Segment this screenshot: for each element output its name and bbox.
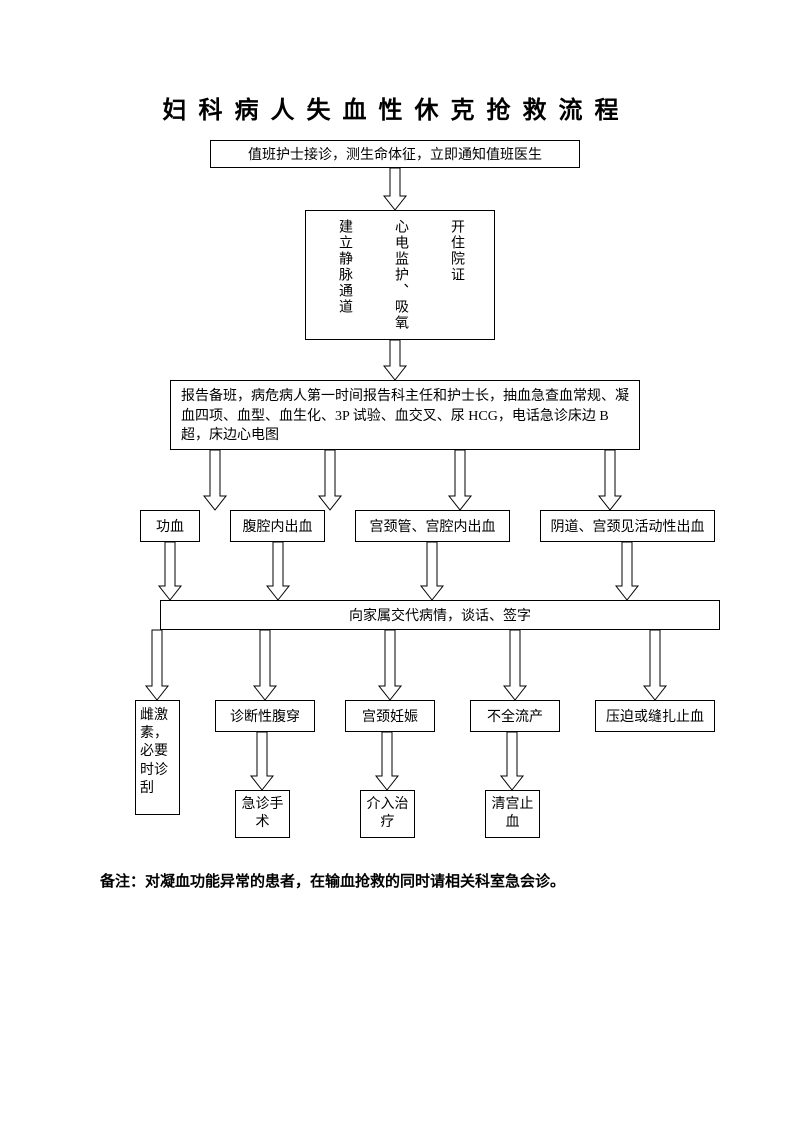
arrows-layer [0,0,793,1122]
